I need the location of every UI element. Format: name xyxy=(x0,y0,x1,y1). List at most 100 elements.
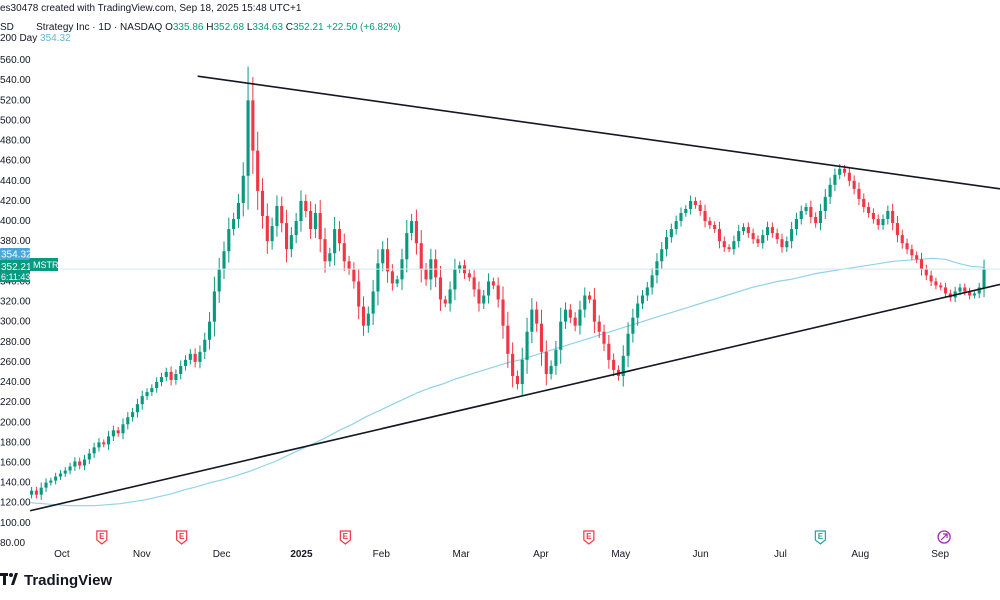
candle-body xyxy=(448,289,452,304)
ma-value: 354.32 xyxy=(40,33,71,44)
x-tick-label: Sep xyxy=(931,549,949,560)
earnings-icon-letter: E xyxy=(343,532,349,541)
candle xyxy=(515,370,519,390)
low-value: 334.63 xyxy=(252,22,283,33)
candle xyxy=(217,257,221,303)
candle xyxy=(847,167,851,187)
y-tick-label: 260.00 xyxy=(0,357,31,368)
candle xyxy=(82,454,87,471)
candle-body xyxy=(563,309,568,322)
y-tick-label: 200.00 xyxy=(0,417,31,428)
candle-body xyxy=(270,226,274,242)
y-tick-label: 80.00 xyxy=(0,538,25,549)
x-tick-label: Aug xyxy=(851,549,869,560)
ma200-line xyxy=(29,257,985,507)
candle-body xyxy=(121,424,125,434)
candle xyxy=(260,178,265,229)
candle-body xyxy=(385,249,390,272)
candle-body xyxy=(708,221,712,226)
candle-body xyxy=(905,243,909,250)
candle-body xyxy=(294,221,298,236)
candle xyxy=(732,235,736,255)
candle xyxy=(140,390,144,410)
candle-body xyxy=(395,279,399,284)
candle xyxy=(453,258,457,301)
candle xyxy=(443,295,447,308)
candle-body xyxy=(554,349,558,366)
candle-body xyxy=(467,273,471,278)
candle-body xyxy=(126,417,130,425)
candle xyxy=(236,194,241,228)
candle-body xyxy=(511,353,515,376)
candle-body xyxy=(794,219,798,230)
candle-body xyxy=(106,436,111,445)
candle xyxy=(766,221,770,241)
candle-body xyxy=(438,277,443,300)
symbol-title[interactable]: Strategy Inc · 1D · NASDAQ xyxy=(36,22,163,33)
candle-body xyxy=(689,200,693,209)
candle xyxy=(982,259,986,298)
earnings-icon-shape xyxy=(583,530,595,545)
candle-body xyxy=(390,271,394,284)
candle xyxy=(746,222,750,238)
candle xyxy=(385,237,390,283)
candle-body xyxy=(159,376,164,383)
candle xyxy=(929,270,933,287)
ma-label[interactable]: 200 Day xyxy=(0,33,38,44)
candle xyxy=(780,233,784,253)
candle-body xyxy=(751,233,755,240)
candle-body xyxy=(30,490,34,495)
low-label: L xyxy=(246,22,253,33)
candle xyxy=(169,366,173,386)
candle xyxy=(708,217,712,229)
candle-body xyxy=(328,253,332,262)
candle-body xyxy=(775,233,779,240)
candle-body xyxy=(559,321,563,350)
candle xyxy=(337,221,342,252)
candle xyxy=(607,334,611,369)
earnings-icon: E xyxy=(339,530,351,545)
chart-header: es30478 created with TradingView.com, Se… xyxy=(0,3,301,14)
candle xyxy=(573,312,577,332)
candle-body xyxy=(131,412,135,418)
candle xyxy=(525,317,529,374)
candle xyxy=(44,478,48,492)
candle-body xyxy=(881,219,885,226)
candle xyxy=(713,221,717,233)
candle xyxy=(809,200,813,224)
candle xyxy=(597,315,601,339)
candle-body xyxy=(193,353,197,362)
candle-body xyxy=(347,261,351,270)
candle-body xyxy=(289,235,293,250)
candle-body xyxy=(251,100,255,151)
candle-body xyxy=(924,269,928,276)
candle-body xyxy=(943,287,948,294)
candle-body xyxy=(92,447,96,454)
candle xyxy=(150,384,154,396)
candle xyxy=(660,242,664,269)
candle-body xyxy=(506,325,510,354)
candle-body xyxy=(568,309,572,318)
candle xyxy=(487,273,491,304)
candle-body xyxy=(814,217,818,224)
candle xyxy=(410,213,414,241)
y-tick-label: 120.00 xyxy=(0,498,31,509)
candle-body xyxy=(313,213,317,230)
candle xyxy=(539,309,544,366)
candle xyxy=(424,263,428,286)
candle-body xyxy=(265,216,269,242)
candle-body xyxy=(102,442,106,445)
candle-body xyxy=(174,373,178,380)
candle-body xyxy=(477,289,481,304)
candle-body xyxy=(838,168,842,175)
candle xyxy=(232,212,236,236)
candle-body xyxy=(376,263,380,292)
y-tick-label: 160.00 xyxy=(0,457,31,468)
candle-body xyxy=(799,210,803,220)
candle xyxy=(342,233,346,272)
candle xyxy=(448,281,452,312)
candle-body xyxy=(337,229,342,244)
high-label: H xyxy=(206,22,214,33)
candle xyxy=(39,482,43,500)
